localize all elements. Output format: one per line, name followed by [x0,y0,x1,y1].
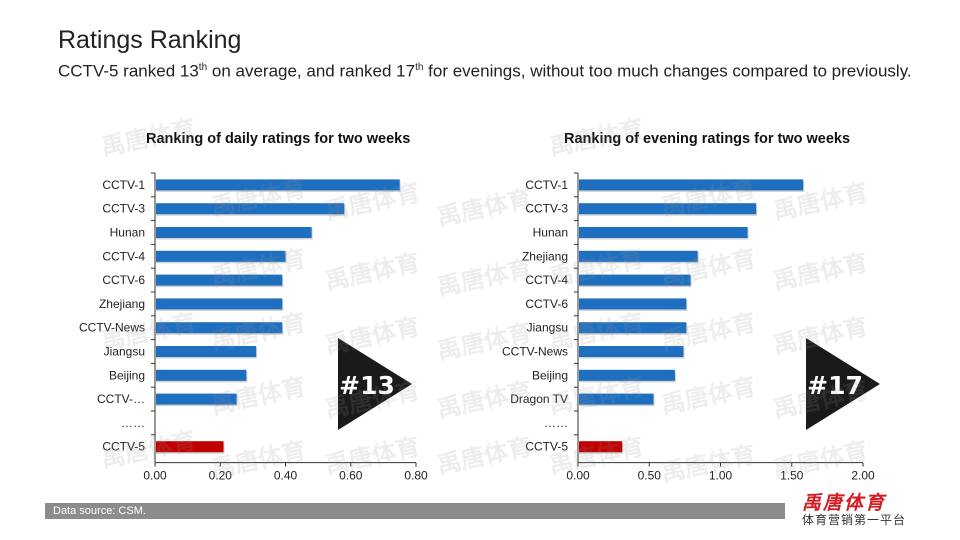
category-label: Beijing [532,368,568,382]
category-label: Jiangsu [104,345,145,359]
category-label: CCTV-3 [102,202,145,216]
subtitle-part: on average, and ranked 17 [207,61,416,81]
x-tick-label: 0.60 [339,469,363,483]
subtitle-part: CCTV-5 ranked 13 [58,61,199,81]
bar [156,227,312,238]
bar [156,322,283,334]
subtitle-sup: th [198,62,208,73]
bar [579,274,691,286]
bar-highlight [156,441,224,453]
category-label: Hunan [533,226,568,240]
page-title: Ratings Ranking [58,26,242,54]
bar [156,179,400,191]
bar [156,250,286,262]
category-label: Zhejiang [99,297,145,311]
rank-badge-label: #17 [807,371,863,400]
bar [156,393,237,405]
bar [579,227,748,238]
bar [579,393,654,405]
category-label: Hunan [110,226,145,240]
chart-title-evening: Ranking of evening ratings for two weeks [564,131,851,147]
category-label: …… [544,416,568,430]
bar [579,346,684,357]
category-label: CCTV-1 [102,178,145,192]
rank-badge [338,338,412,430]
bar [579,203,757,215]
category-label: CCTV-… [97,392,145,406]
data-source: Data source: CSM. [53,505,146,517]
category-label: Dragon TV [510,392,568,406]
x-tick-label: 2.00 [851,469,875,483]
category-label: CCTV-6 [102,273,145,287]
subtitle-part: for evenings, without too much changes c… [423,61,912,81]
footer-bar [45,503,785,519]
category-label: CCTV-3 [525,202,568,216]
category-label: CCTV-5 [525,440,568,454]
x-tick-label: 1.50 [780,469,804,483]
brand-tagline: 体育营销第一平台 [802,513,907,527]
bar [156,346,257,357]
category-label: Beijing [109,368,145,382]
x-tick-label: 0.40 [274,469,298,483]
x-tick-label: 0.00 [143,469,167,483]
category-label: Jiangsu [527,321,568,335]
bar-highlight [579,441,623,453]
category-label: …… [121,416,145,430]
page-subtitle: CCTV-5 ranked 13th on average, and ranke… [58,58,918,82]
category-label: CCTV-4 [525,273,568,287]
brand-logo: 禹唐体育 [802,493,887,514]
category-label: CCTV-4 [102,249,145,263]
x-tick-label: 0.00 [566,469,590,483]
bar [579,179,804,191]
category-label: CCTV-6 [525,297,568,311]
category-label: Zhejiang [522,249,568,263]
bar [156,203,345,215]
bar [156,298,283,310]
x-tick-label: 0.50 [638,469,662,483]
category-label: CCTV-5 [102,440,145,454]
footer-arrow [760,503,786,519]
rank-badge-label: #13 [339,371,395,400]
category-label: CCTV-News [502,345,568,359]
bar [156,369,247,381]
x-tick-label: 1.00 [709,469,733,483]
x-tick-label: 0.20 [209,469,233,483]
bar [579,322,687,334]
bar [579,250,698,262]
category-label: CCTV-1 [525,178,568,192]
bar [156,274,283,286]
bar [579,298,687,310]
subtitle-sup: th [415,62,424,73]
rank-badge [806,338,880,430]
x-tick-label: 0.80 [404,469,428,483]
bar [579,369,675,381]
category-label: CCTV-News [79,321,145,335]
chart-title-daily: Ranking of daily ratings for two weeks [146,131,411,147]
